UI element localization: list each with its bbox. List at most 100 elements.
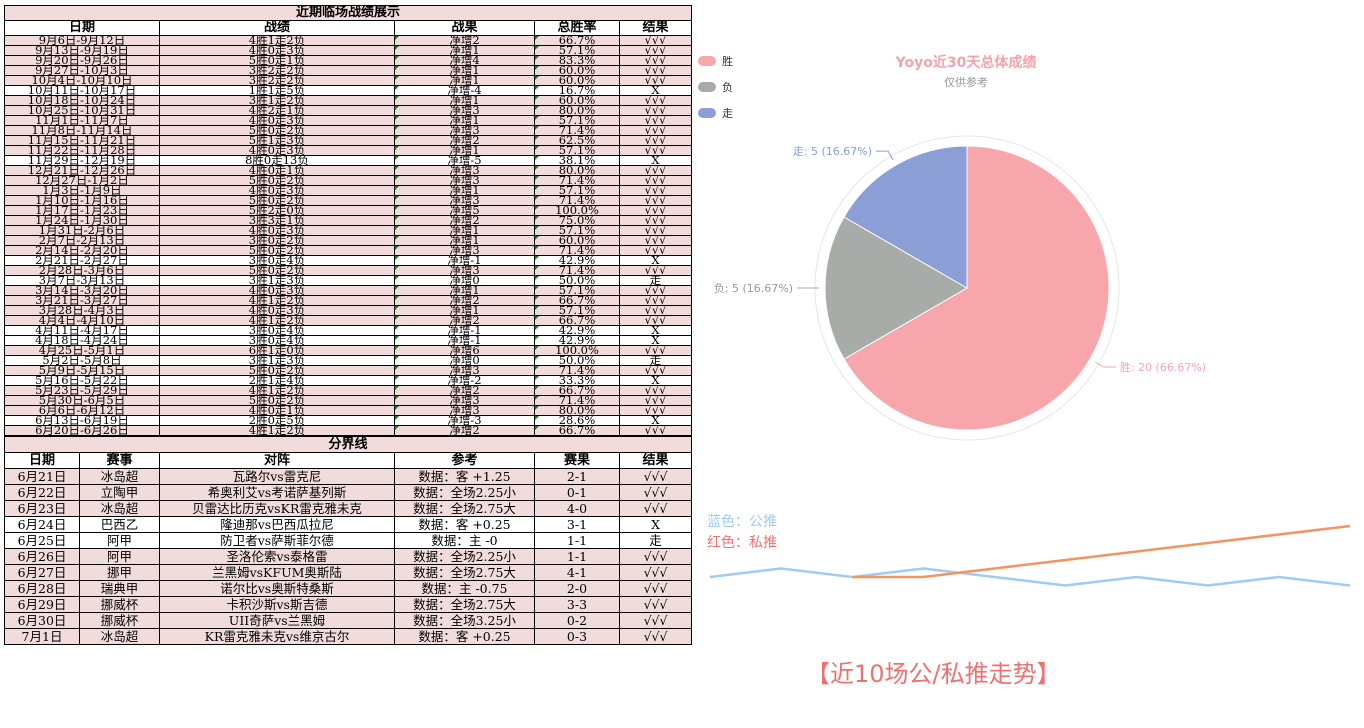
cell-outcome: 净增1	[394, 65, 535, 76]
table-row: 3月21日-3月27日 4胜1走2负 净增2 66.7% √√√	[4, 295, 693, 306]
cell-date: 12月21日-12月26日	[4, 165, 160, 176]
cell-date: 9月20日-9月26日	[4, 55, 160, 66]
pie-subtitle: 仅供参考	[944, 76, 988, 89]
cell-date: 11月8日-11月14日	[4, 125, 160, 136]
cell-reference: 数据：主 -0	[394, 532, 535, 549]
cell-win-rate: 57.1%	[534, 145, 620, 156]
cell-score: 4-1	[534, 564, 620, 581]
pie-slice-draw[interactable]	[843, 145, 968, 289]
cell-result: √√√	[618, 195, 693, 206]
cell-record: 4胜1走2负	[159, 295, 395, 306]
cell-matchup: 圣洛伦索vs泰格雷	[159, 548, 395, 565]
trend-legend: 蓝色：公推 红色：私推	[707, 512, 777, 554]
cell-result: √√√	[618, 45, 693, 56]
cell-outcome: 净增1	[394, 235, 535, 246]
cell-result: 走	[618, 355, 693, 366]
cell-outcome: 净增2	[394, 295, 535, 306]
legend-item-loss[interactable]: 负	[698, 74, 733, 100]
cell-win-rate: 71.4%	[534, 265, 620, 276]
cell-league: 立陶甲	[79, 484, 160, 501]
cell-date: 2月7日-2月13日	[4, 235, 160, 246]
cell-record: 3胜0走4负	[159, 325, 395, 336]
pie-leader-line	[1094, 361, 1116, 368]
cell-outcome: 净增1	[394, 95, 535, 106]
legend-item-draw[interactable]: 走	[698, 100, 733, 126]
cell-score: 1-1	[534, 548, 620, 565]
pie-label-win: 胜: 20 (66.67%)	[1120, 360, 1206, 374]
table-row: 11月22日-11月28日 4胜0走3负 净增1 57.1% √√√	[4, 145, 693, 156]
cell-record: 3胜1走2负	[159, 95, 395, 106]
cell-date: 6月26日	[4, 548, 80, 565]
cell-result: √√√	[618, 305, 693, 316]
cell-outcome: 净增3	[394, 165, 535, 176]
legend-swatch-loss	[698, 82, 716, 92]
cell-date: 6月30日	[4, 612, 80, 629]
legend-item-win[interactable]: 胜	[698, 48, 733, 74]
cell-date: 11月1日-11月7日	[4, 115, 160, 126]
cell-win-rate: 57.1%	[534, 305, 620, 316]
header-outcome: 战果	[394, 20, 535, 36]
cell-league: 阿甲	[79, 532, 160, 549]
table-row: 7月1日 冰岛超 KR雷克雅未克vs维京古尔 数据：客 +0.25 0-3 √√√	[4, 628, 693, 645]
table-row: 4月18日-4月24日 3胜0走4负 净增-1 42.9% X	[4, 335, 693, 346]
cell-score: 3-1	[534, 516, 620, 533]
cell-win-rate: 80.0%	[534, 405, 620, 416]
cell-outcome: 净增3	[394, 265, 535, 276]
table-row: 5月16日-5月22日 2胜1走4负 净增-2 33.3% X	[4, 375, 693, 386]
cell-result: X	[618, 85, 693, 96]
cell-outcome: 净增2	[394, 425, 535, 436]
cell-result: X	[618, 325, 693, 336]
cell-win-rate: 57.1%	[534, 225, 620, 236]
cell-result: √√√	[618, 115, 693, 126]
table-row: 2月21日-2月27日 3胜0走4负 净增-1 42.9% X	[4, 255, 693, 266]
cell-date: 1月10日-1月16日	[4, 195, 160, 206]
table-row: 1月24日-1月30日 3胜3走1负 净增2 75.0% √√√	[4, 215, 693, 226]
cell-result: √√√	[618, 65, 693, 76]
cell-record: 5胜0走2负	[159, 175, 395, 186]
match-picks-table: 分界线 日期 赛事 对阵 参考 赛果 结果 6月21日 冰岛超 瓦路尔vs雷克尼 数据…	[3, 436, 693, 645]
cell-date: 6月6日-6月12日	[4, 405, 160, 416]
cell-result: X	[618, 335, 693, 346]
cell-win-rate: 57.1%	[534, 115, 620, 126]
cell-matchup: 贝雷达比历克vsKR雷克雅未克	[159, 500, 395, 517]
cell-record: 4胜1走2负	[159, 315, 395, 326]
pie-labels: 胜: 20 (66.67%) 负: 5 (16.67%) 走: 5 (16.67%)	[714, 145, 1206, 374]
recent-results-table: 近期临场战绩展示 日期 战绩 战果 总胜率 结果 9月6日-9月12日 4胜1走2…	[3, 5, 693, 436]
cell-matchup: 防卫者vs萨斯菲尔德	[159, 532, 395, 549]
cell-date: 3月7日-3月13日	[4, 275, 160, 286]
cell-record: 5胜2走0负	[159, 205, 395, 216]
pie-slice-loss[interactable]	[824, 216, 969, 360]
cell-date: 6月13日-6月19日	[4, 415, 160, 426]
cell-date: 6月24日	[4, 516, 80, 533]
cell-record: 4胜0走3负	[159, 115, 395, 126]
cell-outcome: 净增-2	[394, 375, 535, 386]
pie-label-loss: 负: 5 (16.67%)	[714, 281, 793, 295]
table-row: 6月21日 冰岛超 瓦路尔vs雷克尼 数据：客 +1.25 2-1 √√√	[4, 468, 693, 485]
cell-matchup: 瓦路尔vs雷克尼	[159, 468, 395, 485]
cell-outcome: 净增-3	[394, 415, 535, 426]
cell-result: √√√	[618, 468, 693, 485]
cell-result: √√√	[618, 215, 693, 226]
cell-date: 3月28日-4月3日	[4, 305, 160, 316]
cell-result: √√√	[618, 135, 693, 146]
cell-result: √√√	[618, 145, 693, 156]
cell-outcome: 净增2	[394, 215, 535, 226]
cell-date: 11月29日-12月19日	[4, 155, 160, 166]
cell-date: 10月11日-10月17日	[4, 85, 160, 96]
pie-slice-win[interactable]	[843, 145, 1110, 431]
header-win-rate: 总胜率	[534, 20, 620, 36]
cell-record: 3胜1走3负	[159, 275, 395, 286]
cell-result: √√√	[618, 295, 693, 306]
cell-result: 走	[618, 532, 693, 549]
pie-title: Yoyo近30天总体成绩	[895, 55, 1037, 71]
cell-matchup: 诺尔比vs奥斯特桑斯	[159, 580, 395, 597]
cell-outcome: 净增1	[394, 185, 535, 196]
trend-caption: 【近10场公/私推走势】	[806, 660, 1061, 688]
cell-record: 5胜1走3负	[159, 135, 395, 146]
cell-result: √√√	[618, 500, 693, 517]
cell-record: 4胜0走3负	[159, 45, 395, 56]
cell-win-rate: 50.0%	[534, 275, 620, 286]
cell-win-rate: 60.0%	[534, 95, 620, 106]
cell-result: √√√	[618, 385, 693, 396]
header-date: 日期	[4, 20, 160, 36]
